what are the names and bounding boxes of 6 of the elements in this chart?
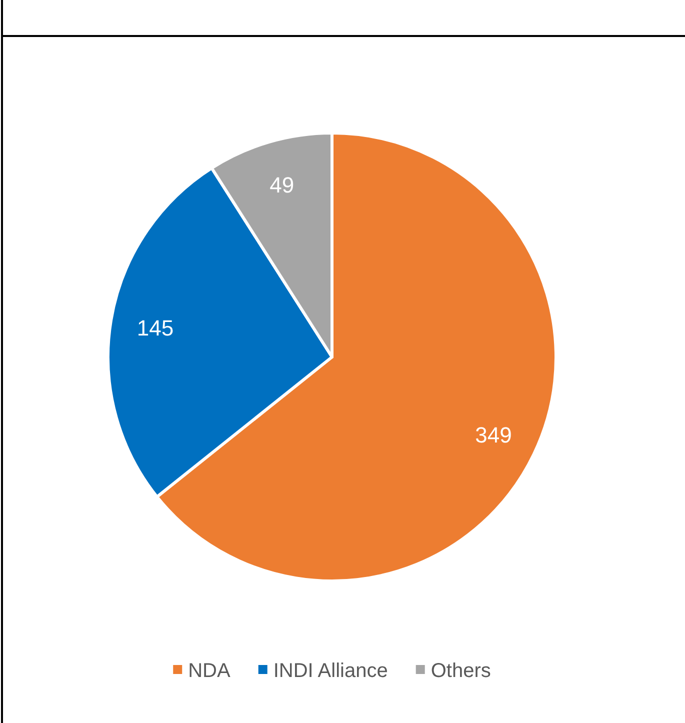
legend-label: NDA — [188, 660, 232, 682]
data-label: 49 — [270, 172, 294, 198]
legend-label: Others — [430, 660, 491, 682]
data-label: 349 — [475, 422, 512, 448]
data-label: 145 — [136, 315, 174, 340]
legend-label: INDI Alliance — [273, 660, 388, 682]
